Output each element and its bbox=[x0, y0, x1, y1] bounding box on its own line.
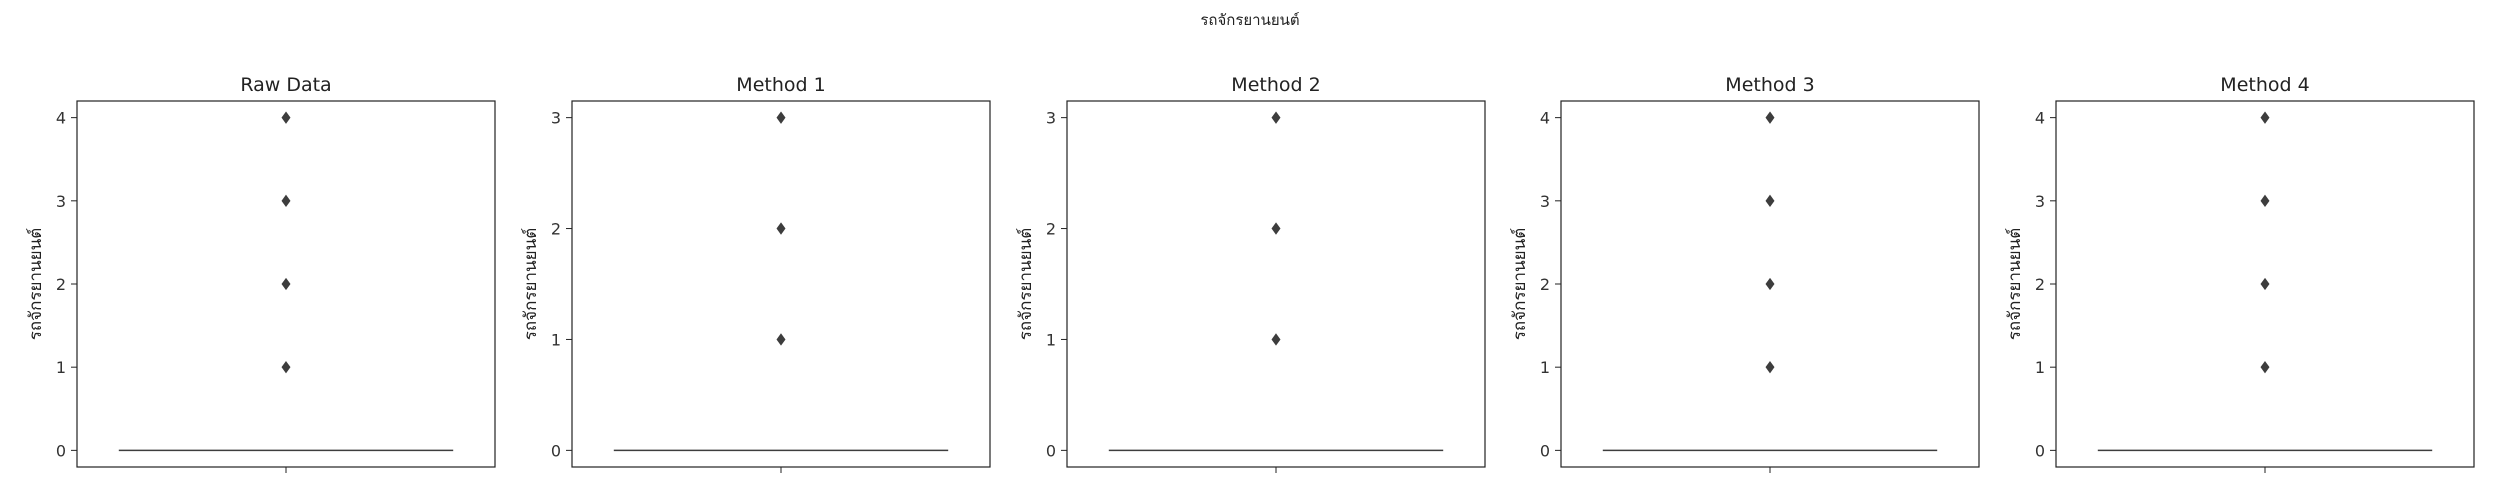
y-tick-label: 3 bbox=[1046, 109, 1056, 128]
y-tick-label: 2 bbox=[1540, 275, 1550, 294]
plot-frame bbox=[571, 100, 991, 468]
outlier-point bbox=[281, 111, 291, 124]
y-tick-label: 4 bbox=[1540, 109, 1550, 128]
panel-title: Raw Data bbox=[240, 74, 331, 96]
y-tick-label: 1 bbox=[2035, 358, 2045, 377]
outlier-point bbox=[281, 277, 291, 291]
y-axis-label: รถจักรยานยนต์ bbox=[26, 228, 46, 341]
y-tick-label: 1 bbox=[1540, 358, 1550, 377]
y-tick-label: 0 bbox=[1540, 441, 1550, 460]
outlier-point bbox=[281, 194, 291, 207]
y-tick-label: 3 bbox=[1540, 192, 1550, 211]
y-axis-label: รถจักรยานยนต์ bbox=[1016, 228, 1036, 341]
y-tick-label: 4 bbox=[56, 109, 66, 128]
y-tick-label: 1 bbox=[551, 330, 561, 349]
panel-title: Method 1 bbox=[736, 74, 825, 96]
outlier-point bbox=[2260, 194, 2270, 207]
outlier-point bbox=[1765, 194, 1775, 207]
y-tick-label: 0 bbox=[1046, 441, 1056, 460]
y-tick-label: 2 bbox=[1046, 220, 1056, 239]
y-tick-label: 4 bbox=[2035, 109, 2045, 128]
outlier-point bbox=[776, 333, 786, 346]
y-tick-label: 2 bbox=[551, 220, 561, 239]
panel-4: Method 3 0 1 2 3 4 รถจักรยานยนต์ bbox=[1510, 74, 1980, 473]
figure-suptitle: รถจักรยานยนต์ bbox=[1200, 11, 1300, 29]
outlier-point bbox=[1765, 111, 1775, 124]
panel-2: Method 1 0 1 2 3 รถจักรยานยนต์ bbox=[521, 74, 991, 473]
panel-title: Method 2 bbox=[1231, 74, 1320, 96]
panel-5: Method 4 0 1 2 3 4 รถจักรยานยนต์ bbox=[2005, 74, 2475, 473]
y-tick-label: 0 bbox=[56, 441, 66, 460]
outlier-point bbox=[1765, 277, 1775, 291]
outlier-point bbox=[281, 361, 291, 374]
y-tick-label: 1 bbox=[1046, 330, 1056, 349]
plot-frame bbox=[1066, 100, 1486, 468]
y-tick-label: 1 bbox=[56, 358, 66, 377]
outlier-point bbox=[2260, 361, 2270, 374]
y-axis-label: รถจักรยานยนต์ bbox=[1510, 228, 1530, 341]
y-tick-label: 3 bbox=[56, 192, 66, 211]
y-tick-label: 0 bbox=[2035, 441, 2045, 460]
panel-1: Raw Data 0 1 2 3 4 รถจักรยานยนต์ bbox=[26, 74, 496, 473]
outlier-point bbox=[2260, 111, 2270, 124]
y-tick-label: 2 bbox=[2035, 275, 2045, 294]
panel-title: Method 4 bbox=[2220, 74, 2309, 96]
outlier-point bbox=[1765, 361, 1775, 374]
outlier-point bbox=[1271, 333, 1281, 346]
y-tick-label: 3 bbox=[2035, 192, 2045, 211]
y-tick-label: 0 bbox=[551, 441, 561, 460]
outlier-point bbox=[1271, 111, 1281, 124]
outlier-point bbox=[2260, 277, 2270, 291]
y-tick-label: 2 bbox=[56, 275, 66, 294]
panel-title: Method 3 bbox=[1725, 74, 1814, 96]
y-axis-label: รถจักรยานยนต์ bbox=[521, 228, 541, 341]
outlier-point bbox=[776, 111, 786, 124]
outlier-point bbox=[776, 222, 786, 235]
panel-3: Method 2 0 1 2 3 รถจักรยานยนต์ bbox=[1016, 74, 1486, 473]
outlier-point bbox=[1271, 222, 1281, 235]
y-axis-label: รถจักรยานยนต์ bbox=[2005, 228, 2025, 341]
y-tick-label: 3 bbox=[551, 109, 561, 128]
